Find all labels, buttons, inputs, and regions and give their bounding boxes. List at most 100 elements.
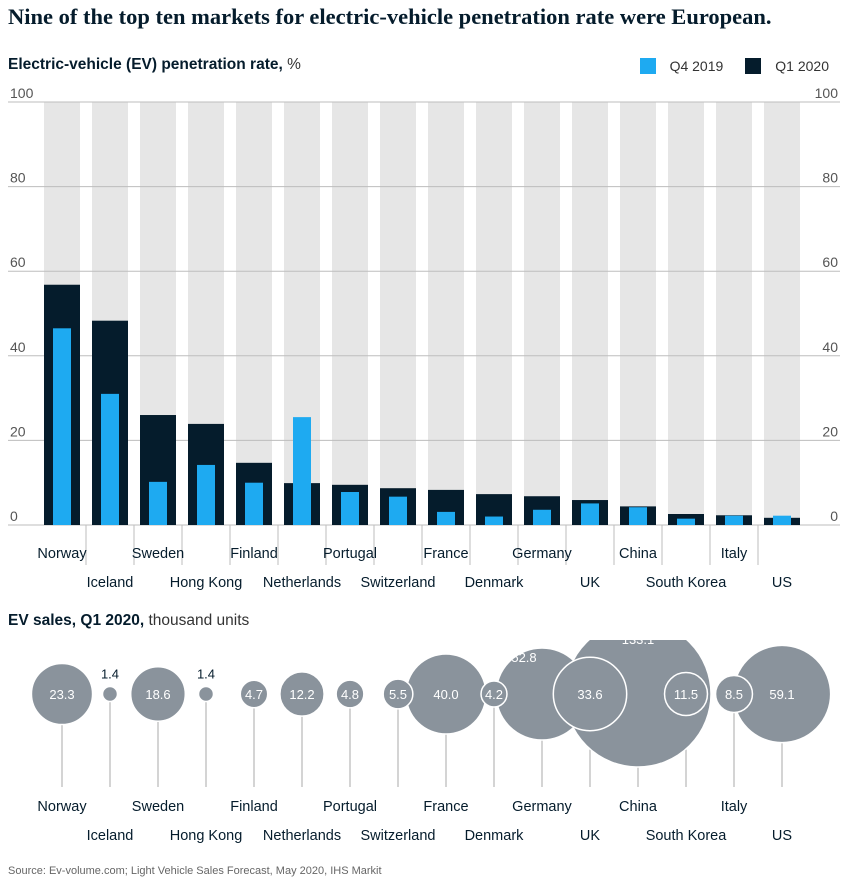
bubble-label-sweden: Sweden — [132, 799, 184, 815]
y-tick-left-20: 20 — [10, 423, 26, 439]
bubble-south-korea — [663, 671, 709, 717]
x-label-portugal: Portugal — [323, 546, 377, 562]
bubble-label-finland: Finland — [230, 799, 278, 815]
x-label-finland: Finland — [230, 546, 278, 562]
bubble-label-switzerland: Switzerland — [361, 828, 436, 844]
bubble-value-netherlands: 12.2 — [289, 687, 314, 702]
legend-item-q4-2019: Q4 2019 — [639, 58, 724, 74]
x-label-germany: Germany — [512, 546, 572, 562]
penetration-chart-title: Electric-vehicle (EV) penetration rate, … — [8, 56, 301, 74]
column-background-denmark — [476, 102, 512, 525]
bubble-value-china: 133.1 — [622, 640, 655, 647]
x-label-netherlands: Netherlands — [263, 575, 341, 591]
bar-q4-2019-china — [629, 507, 647, 525]
bar-q4-2019-south-korea — [677, 518, 695, 525]
penetration-unit: % — [287, 56, 301, 73]
bar-q4-2019-germany — [533, 509, 551, 525]
sales-bubble-chart: 23.3 1.4 18.6 1.4 4.7 12.2 4.8 5.5 40.0 4.2 52.8 33… — [30, 640, 832, 844]
bar-q4-2019-finland — [245, 482, 263, 525]
column-background-france — [428, 102, 464, 525]
x-label-uk: UK — [580, 575, 600, 591]
x-label-iceland: Iceland — [87, 575, 134, 591]
bubble-value-hong-kong: 1.4 — [197, 667, 215, 682]
y-tick-right-20: 20 — [822, 423, 838, 439]
legend-label-q1-2020: Q1 2020 — [775, 58, 829, 74]
bubble-value-sweden: 18.6 — [145, 687, 170, 702]
legend-label-q4-2019: Q4 2019 — [669, 58, 724, 74]
bar-q4-2019-sweden — [149, 481, 167, 525]
bar-q4-2019-iceland — [101, 393, 119, 525]
bubble-value-norway: 23.3 — [49, 687, 74, 702]
bar-q4-2019-norway — [53, 328, 71, 525]
bubble-value-finland: 4.7 — [245, 687, 263, 702]
bar-q4-2019-us — [773, 515, 791, 525]
bubble-finland — [239, 679, 269, 709]
bubble-portugal — [335, 679, 365, 709]
y-tick-left-80: 80 — [10, 170, 26, 186]
sales-chart-title: EV sales, Q1 2020, thousand units — [8, 612, 249, 630]
bar-q4-2019-uk — [581, 503, 599, 525]
x-label-sweden: Sweden — [132, 546, 184, 562]
bubble-label-italy: Italy — [721, 799, 748, 815]
x-label-switzerland: Switzerland — [361, 575, 436, 591]
bubble-value-iceland: 1.4 — [101, 667, 119, 682]
x-label-norway: Norway — [37, 546, 87, 562]
x-label-hong-kong: Hong Kong — [170, 575, 243, 591]
sales-title-text: EV sales, Q1 2020, — [8, 612, 145, 629]
bubble-label-iceland: Iceland — [87, 828, 134, 844]
bubble-sweden — [129, 665, 187, 723]
x-label-us: US — [772, 575, 792, 591]
bubble-netherlands — [279, 671, 325, 717]
legend: Q4 2019 Q1 2020 — [618, 58, 829, 74]
bar-q4-2019-denmark — [485, 516, 503, 525]
bubble-value-uk: 33.6 — [577, 687, 602, 702]
x-label-denmark: Denmark — [465, 575, 525, 591]
legend-swatch-q1-2020 — [745, 58, 762, 74]
y-tick-right-100: 100 — [815, 85, 839, 101]
bar-q4-2019-france — [437, 511, 455, 525]
bubble-label-hong-kong: Hong Kong — [170, 828, 243, 844]
bubble-switzerland — [382, 678, 414, 710]
bubble-denmark — [480, 680, 508, 708]
y-tick-left-60: 60 — [10, 254, 26, 270]
penetration-title-text: Electric-vehicle (EV) penetration rate, — [8, 56, 283, 73]
column-background-south-korea — [668, 102, 704, 525]
y-tick-right-60: 60 — [822, 254, 838, 270]
y-tick-left-40: 40 — [10, 339, 26, 355]
bubble-value-italy: 8.5 — [725, 687, 743, 702]
bubble-italy — [714, 674, 754, 714]
bubble-value-switzerland: 5.5 — [389, 687, 407, 702]
bubble-label-uk: UK — [580, 828, 600, 844]
bubble-hong-kong — [197, 685, 215, 703]
y-tick-left-100: 100 — [10, 85, 34, 101]
bubble-label-south-korea: South Korea — [646, 828, 728, 844]
legend-swatch-q4-2019 — [639, 58, 656, 74]
bubble-label-china: China — [619, 799, 658, 815]
column-background-italy — [716, 102, 752, 525]
bubble-value-portugal: 4.8 — [341, 687, 359, 702]
bubble-label-norway: Norway — [37, 799, 87, 815]
x-label-italy: Italy — [721, 546, 748, 562]
column-background-china — [620, 102, 656, 525]
bar-q4-2019-switzerland — [389, 496, 407, 525]
bubble-value-germany: 52.8 — [511, 650, 536, 665]
bubble-label-us: US — [772, 828, 792, 844]
x-label-china: China — [619, 546, 658, 562]
bubble-value-denmark: 4.2 — [485, 687, 503, 702]
column-background-finland — [236, 102, 272, 525]
source-note: Source: Ev-volume.com; Light Vehicle Sal… — [8, 865, 382, 877]
y-tick-right-40: 40 — [822, 339, 838, 355]
x-label-south-korea: South Korea — [646, 575, 728, 591]
sales-unit: thousand units — [148, 612, 250, 629]
legend-item-q1-2020: Q1 2020 — [745, 58, 829, 74]
bubble-label-netherlands: Netherlands — [263, 828, 341, 844]
bar-q4-2019-netherlands — [293, 417, 311, 525]
column-background-switzerland — [380, 102, 416, 525]
bubble-label-france: France — [423, 799, 468, 815]
bubble-value-us: 59.1 — [769, 687, 794, 702]
x-label-france: France — [423, 546, 468, 562]
bar-q4-2019-hong-kong — [197, 464, 215, 525]
chart-headline: Nine of the top ten markets for electric… — [8, 4, 772, 29]
bar-q4-2019-italy — [725, 515, 743, 525]
